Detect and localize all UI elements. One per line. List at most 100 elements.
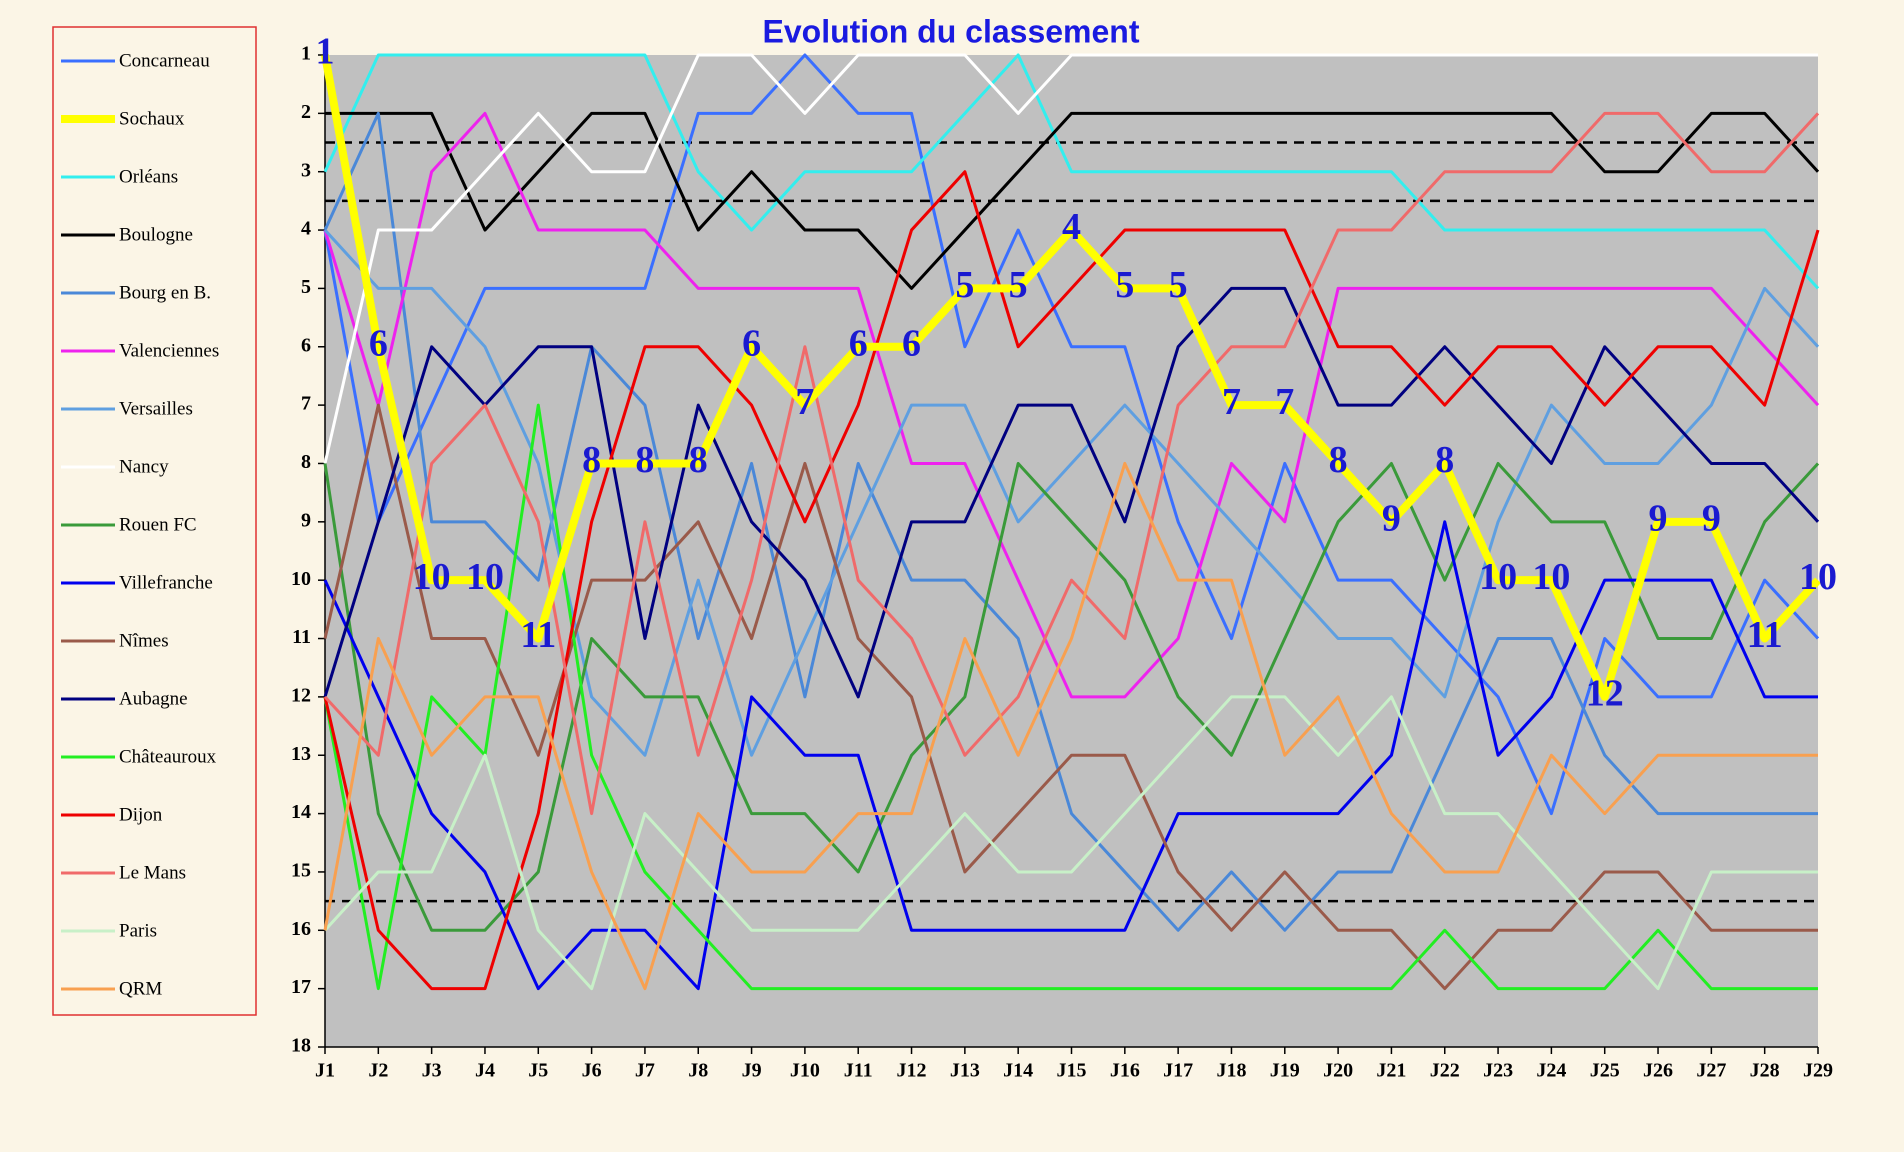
legend-label: Boulogne	[119, 224, 193, 245]
y-tick-label: 16	[291, 918, 311, 940]
chart-title: Evolution du classement	[763, 13, 1140, 49]
x-tick-label: J20	[1323, 1060, 1353, 1082]
data-label: 11	[520, 614, 556, 656]
x-tick-label: J28	[1750, 1060, 1780, 1082]
x-tick-label: J9	[742, 1060, 762, 1082]
data-label: 6	[369, 322, 388, 364]
x-tick-label: J2	[368, 1060, 388, 1082]
x-tick-label: J1	[315, 1060, 335, 1082]
y-tick-label: 11	[292, 626, 311, 648]
legend-label: Bourg en B.	[119, 282, 211, 303]
data-label: 1	[316, 31, 335, 73]
y-tick-label: 5	[301, 276, 311, 298]
data-label: 7	[795, 381, 814, 423]
x-tick-label: J13	[950, 1060, 980, 1082]
data-label: 8	[1435, 439, 1454, 481]
legend-label: Le Mans	[119, 862, 186, 883]
data-label: 10	[1479, 556, 1517, 598]
x-tick-label: J7	[635, 1060, 655, 1082]
plot-area	[325, 55, 1818, 1047]
legend-label: Sochaux	[119, 108, 185, 129]
data-label: 8	[635, 439, 654, 481]
data-label: 10	[1532, 556, 1570, 598]
x-tick-label: J27	[1696, 1060, 1726, 1082]
series-line	[323, 403, 1818, 991]
x-tick-label: J16	[1110, 1060, 1140, 1082]
legend-label: Versailles	[119, 398, 193, 419]
data-label: 5	[1169, 264, 1188, 306]
data-label: 6	[902, 322, 921, 364]
x-tick-label: J21	[1376, 1060, 1406, 1082]
series-line	[323, 286, 1820, 699]
x-tick-label: J8	[688, 1060, 708, 1082]
series-line	[321, 54, 1821, 701]
y-tick-label: 9	[301, 509, 311, 531]
series-line	[323, 520, 1818, 991]
legend-label: Rouen FC	[119, 514, 197, 535]
x-tick-label: J29	[1803, 1060, 1833, 1082]
y-tick-label: 17	[291, 976, 311, 998]
data-label: 7	[1222, 381, 1241, 423]
x-tick-label: J15	[1057, 1060, 1087, 1082]
data-label: 8	[582, 439, 601, 481]
legend-label: Orléans	[119, 166, 178, 187]
y-tick-label: 6	[301, 334, 311, 356]
series-line	[323, 111, 1818, 932]
x-tick-label: J26	[1643, 1060, 1673, 1082]
y-tick-label: 1	[301, 43, 311, 65]
data-label: 8	[1329, 439, 1348, 481]
data-label: 5	[955, 264, 974, 306]
x-tick-label: J11	[844, 1060, 873, 1082]
y-tick-label: 2	[301, 101, 311, 123]
data-label: 8	[689, 439, 708, 481]
y-tick-label: 12	[291, 684, 311, 706]
x-tick-label: J24	[1536, 1060, 1566, 1082]
data-label: 10	[413, 556, 451, 598]
data-label: 6	[849, 322, 868, 364]
y-tick-label: 14	[291, 801, 311, 823]
data-label: 12	[1586, 673, 1624, 715]
x-tick-label: J25	[1590, 1060, 1620, 1082]
data-label: 10	[466, 556, 504, 598]
y-tick-label: 18	[291, 1035, 311, 1057]
data-label: 9	[1702, 498, 1721, 540]
legend-label: Aubagne	[119, 688, 188, 709]
series-line	[323, 53, 1818, 464]
series-line	[323, 170, 1820, 991]
data-label: 7	[1275, 381, 1294, 423]
legend-label: Valenciennes	[119, 340, 219, 361]
series-line	[323, 53, 1820, 290]
x-tick-label: J5	[528, 1060, 548, 1082]
legend-label: Dijon	[119, 804, 163, 825]
legend-label: Châteauroux	[119, 746, 217, 767]
data-label: 11	[1747, 614, 1783, 656]
series-line	[323, 53, 1820, 816]
series-line	[325, 111, 1820, 290]
x-tick-label: J12	[897, 1060, 927, 1082]
data-label: 5	[1009, 264, 1028, 306]
series-line	[323, 695, 1818, 991]
x-tick-label: J6	[582, 1060, 602, 1082]
y-tick-label: 10	[291, 568, 311, 590]
data-label: 5	[1115, 264, 1134, 306]
x-tick-label: J14	[1003, 1060, 1033, 1082]
legend-label: Nancy	[119, 456, 169, 477]
data-label: 9	[1649, 498, 1668, 540]
legend-label: Nîmes	[119, 630, 169, 651]
x-tick-label: J18	[1216, 1060, 1246, 1082]
data-label: 6	[742, 322, 761, 364]
series-line	[323, 461, 1818, 991]
y-tick-label: 4	[301, 218, 311, 240]
x-tick-label: J23	[1483, 1060, 1513, 1082]
x-tick-label: J10	[790, 1060, 820, 1082]
series-line	[323, 111, 1820, 816]
legend-label: Villefranche	[119, 572, 213, 593]
y-tick-label: 7	[301, 393, 311, 415]
series-line	[323, 111, 1820, 699]
x-tick-label: J19	[1270, 1060, 1300, 1082]
legend-label: Concarneau	[119, 50, 210, 71]
data-label: 9	[1382, 498, 1401, 540]
legend-label: QRM	[119, 978, 162, 999]
x-tick-label: J22	[1430, 1060, 1460, 1082]
